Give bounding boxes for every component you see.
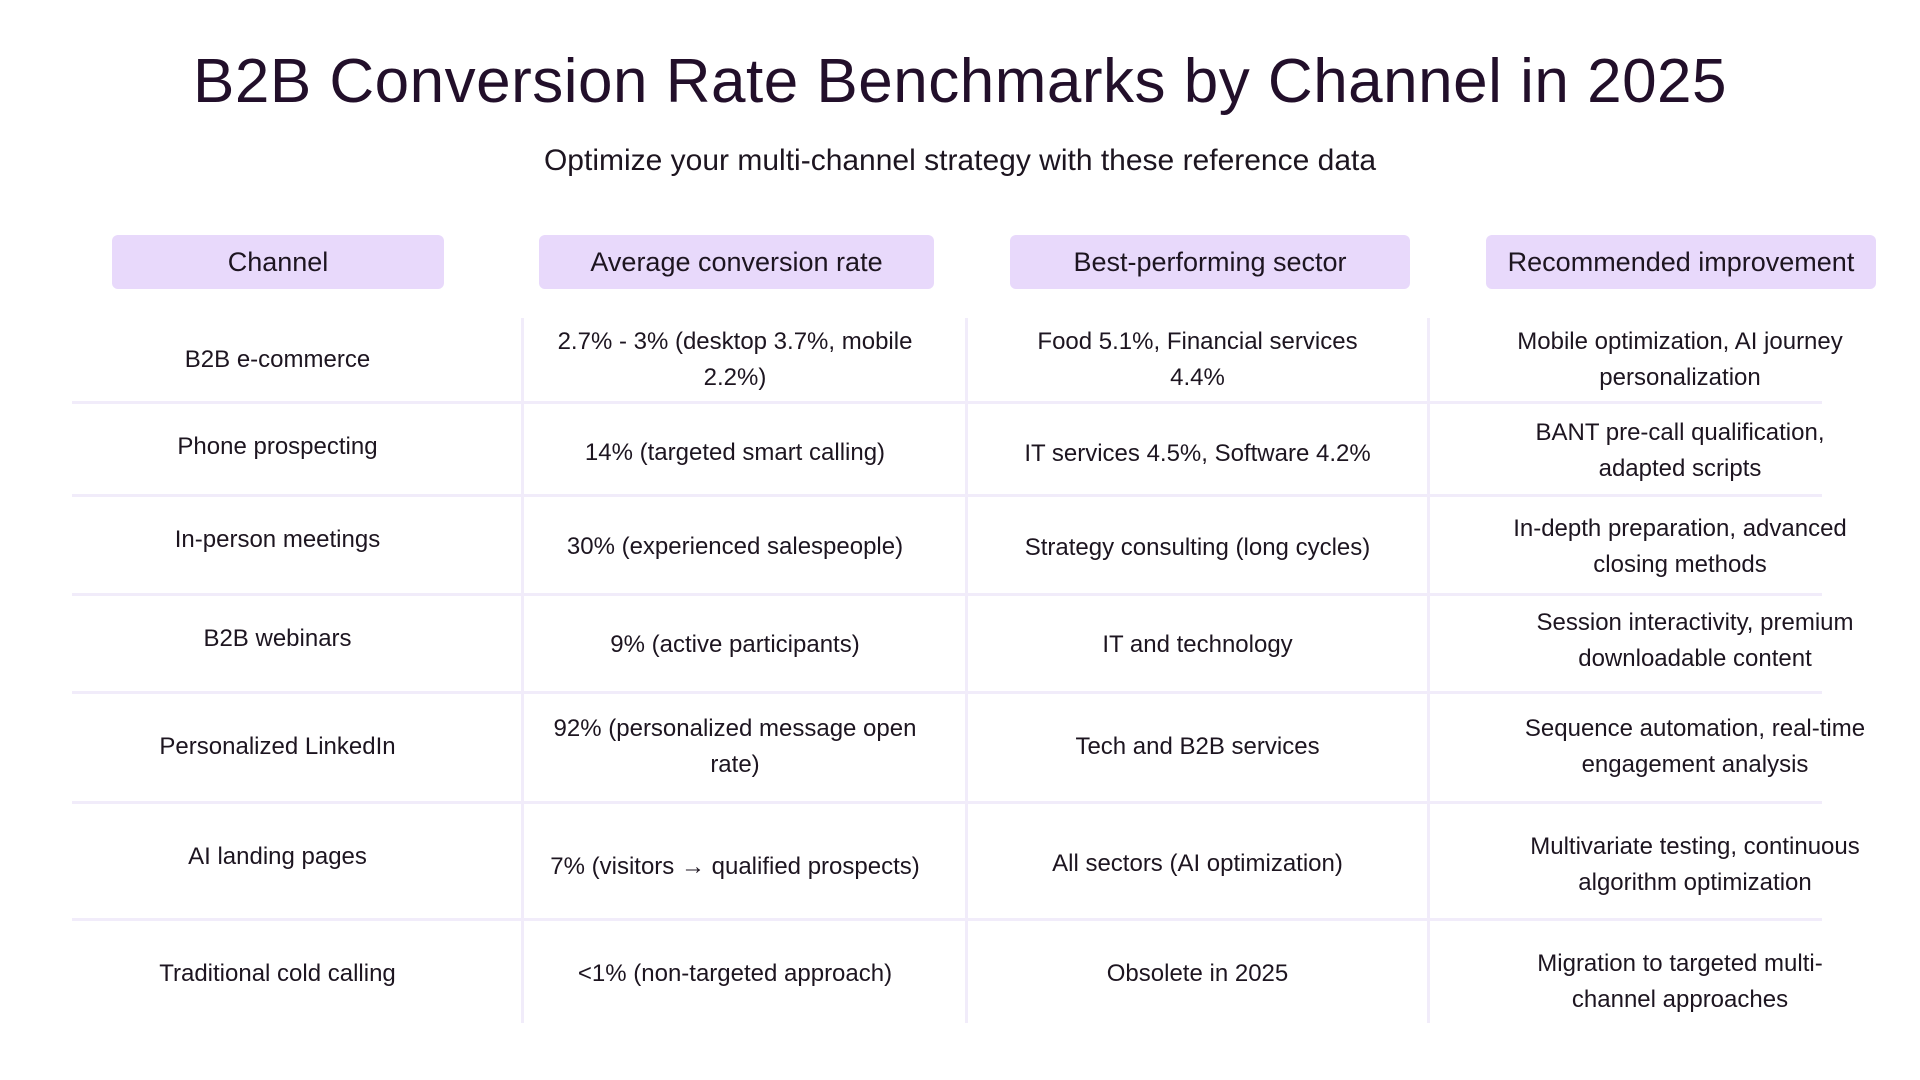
table-cell-improvement: Session interactivity, premium downloada… (1536, 608, 1854, 672)
table-cell-sector: IT services 4.5%, Software 4.2% (1024, 439, 1371, 467)
page-subtitle: Optimize your multi-channel strategy wit… (543, 144, 1377, 177)
table-cell-sector: Tech and B2B services (1075, 732, 1320, 760)
row-divider (72, 801, 1822, 804)
table-cell-rate: 9% (active participants) (610, 630, 860, 658)
header-recommended-improvement: Recommended improvement (1486, 235, 1876, 289)
row-divider (72, 691, 1822, 694)
table-cell-sector: Strategy consulting (long cycles) (1024, 533, 1371, 561)
table-cell-sector: IT and technology (1102, 630, 1293, 658)
table-cell-improvement: Mobile optimization, AI journey personal… (1517, 327, 1843, 391)
header-channel: Channel (112, 235, 444, 289)
table-cell-sector: Obsolete in 2025 (1106, 959, 1289, 987)
table-cell-improvement: Sequence automation, real-time engagemen… (1524, 714, 1866, 778)
column-divider (521, 318, 524, 1023)
table-cell-sector: Food 5.1%, Financial services 4.4% (1037, 327, 1358, 391)
table-cell-improvement: In-depth preparation, advanced closing m… (1513, 514, 1847, 578)
table-cell-rate: 14% (targeted smart calling) (584, 438, 886, 466)
table-cell-channel: Phone prospecting (177, 432, 378, 460)
table-cell-sector: All sectors (AI optimization) (1052, 849, 1343, 877)
table-cell-rate: 30% (experienced salespeople) (566, 532, 904, 560)
table-cell-rate: 92% (personalized message open rate) (553, 714, 917, 778)
table-cell-channel: AI landing pages (188, 842, 367, 870)
table-cell-rate: <1% (non-targeted approach) (577, 959, 893, 987)
table-cell-improvement: BANT pre-call qualification, adapted scr… (1535, 418, 1825, 482)
table-cell-rate: 2.7% - 3% (desktop 3.7%, mobile 2.2%) (557, 327, 913, 391)
table-cell-channel: In-person meetings (174, 525, 381, 553)
row-divider (72, 494, 1822, 497)
table-cell-rate: 7% (visitors → qualified prospects) (550, 852, 920, 880)
row-divider (72, 918, 1822, 921)
table-cell-channel: Traditional cold calling (159, 959, 396, 987)
column-divider (965, 318, 968, 1023)
table-cell-channel: Personalized LinkedIn (159, 732, 396, 760)
header-average-conversion-rate: Average conversion rate (539, 235, 934, 289)
row-divider (72, 593, 1822, 596)
column-divider (1427, 318, 1430, 1023)
header-best-performing-sector: Best-performing sector (1010, 235, 1410, 289)
table-cell-channel: B2B e-commerce (184, 345, 371, 373)
row-divider (72, 401, 1822, 404)
table-cell-channel: B2B webinars (203, 624, 352, 652)
table-cell-improvement: Multivariate testing, continuous algorit… (1530, 832, 1860, 896)
page-title: B2B Conversion Rate Benchmarks by Channe… (192, 47, 1728, 116)
table-cell-improvement: Migration to targeted multi-channel appr… (1537, 949, 1823, 1013)
